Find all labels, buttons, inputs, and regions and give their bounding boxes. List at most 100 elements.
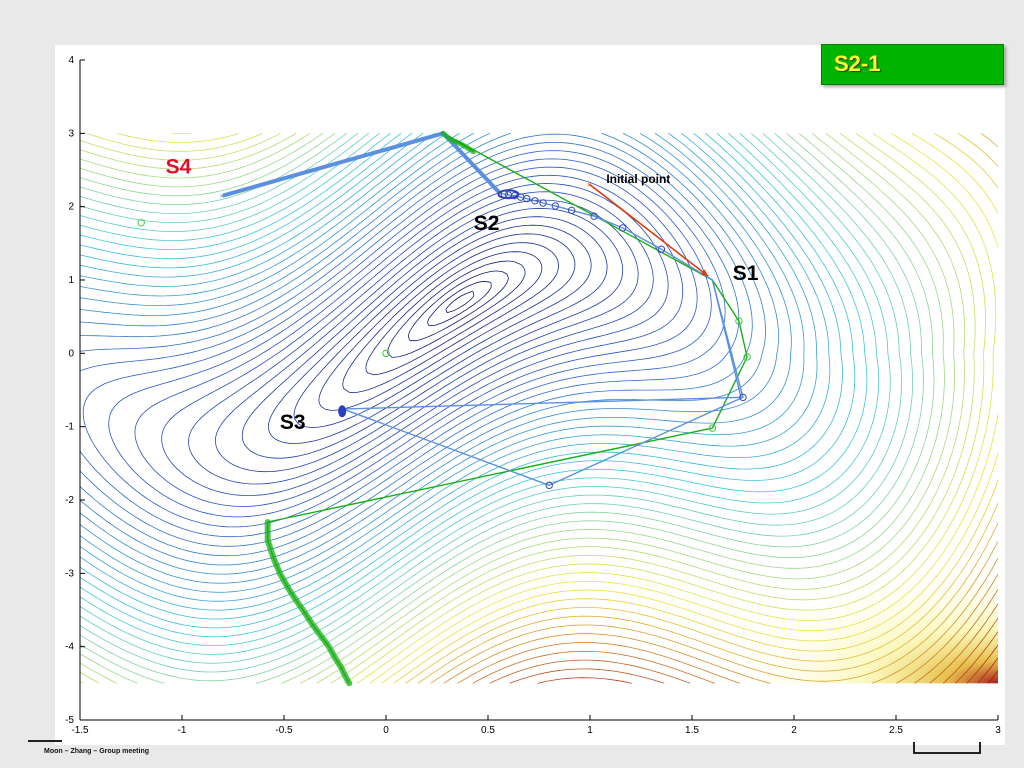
contour-line	[509, 617, 998, 684]
slide-badge-label: S2-1	[834, 51, 881, 76]
green-iteration-band	[264, 519, 353, 687]
contour-lines	[80, 132, 998, 684]
contour-line	[80, 132, 779, 575]
blue-marker	[500, 190, 509, 198]
blue-marker	[739, 393, 747, 402]
contour-line	[80, 132, 966, 684]
y-tick-label: 0	[68, 348, 74, 359]
footer-text: Moon – Zhang – Group meeting	[44, 748, 149, 755]
green-marker	[743, 353, 751, 361]
green-marker	[735, 317, 743, 325]
contour-line	[171, 132, 998, 684]
contour-line	[430, 541, 998, 684]
contour-line	[407, 270, 509, 342]
contour-line	[80, 132, 935, 684]
x-tick-label: -0.5	[275, 725, 293, 736]
y-tick-label: 1	[68, 275, 74, 286]
figure-panel: -1.5 -1 -0.5 0 0.5 1 1.5 2 2.5 3 -5 -4 -3 -2 -1 0 1 2 3 4 ×…	[55, 45, 1005, 745]
slide-badge: S2-1	[821, 44, 1004, 85]
contour-line	[977, 657, 998, 684]
annotation-label: S4	[166, 156, 192, 179]
contour-line	[241, 207, 624, 459]
y-tick-label: -4	[65, 642, 74, 653]
contour-line	[80, 132, 831, 611]
contour-line	[445, 291, 475, 314]
contour-line	[489, 603, 998, 684]
contour-line	[80, 132, 818, 602]
contour-line	[80, 132, 891, 655]
contour-line	[80, 142, 740, 547]
contour-line	[381, 132, 998, 684]
annotation-layer: Initial point S1 S2 S3 S4	[166, 156, 759, 434]
contour-line	[161, 183, 669, 496]
blue-cluster-s3	[338, 405, 347, 418]
x-tick-label: 3	[995, 725, 1001, 736]
contour-line	[80, 150, 726, 538]
y-tick-label: -2	[65, 495, 74, 506]
navigation-bracket	[913, 742, 981, 754]
contour-line	[537, 631, 998, 684]
blue-marker	[545, 481, 553, 490]
contour-line	[134, 174, 684, 507]
contour-line	[80, 132, 902, 664]
contour-line	[80, 132, 856, 629]
contour-line	[82, 158, 712, 528]
contour-line	[293, 224, 592, 428]
x-tick-label: -1	[178, 725, 187, 736]
contour-line	[417, 132, 998, 684]
x-tick-label: 0	[383, 725, 389, 736]
blue-marker	[567, 206, 576, 215]
footer-divider	[28, 740, 62, 742]
y-tick-label: 4	[68, 55, 74, 66]
contour-line	[318, 233, 576, 411]
contour-line	[116, 132, 997, 684]
y-tick-label: -5	[65, 715, 74, 726]
x-tick-label: 1	[587, 725, 593, 736]
x-tick-label: 2.5	[889, 725, 903, 736]
contour-line	[342, 242, 559, 393]
path-blue	[500, 192, 713, 281]
blue-marker	[504, 191, 513, 199]
contour-line	[80, 132, 945, 684]
contour-line	[80, 132, 955, 684]
end-cross: ×	[220, 192, 225, 201]
start-cross: ×	[587, 181, 592, 190]
contour-line	[457, 573, 998, 684]
contour-line	[268, 216, 608, 444]
y-tick-label: 2	[68, 202, 74, 213]
blue-marker	[590, 212, 598, 220]
contour-line	[108, 166, 698, 518]
contour-line	[80, 132, 924, 682]
contour-line	[365, 251, 543, 376]
contour-line	[80, 132, 868, 638]
y-tick-label: 3	[68, 128, 74, 139]
path-arrow	[589, 184, 709, 277]
y-tick-label: -3	[65, 568, 74, 579]
axes: -1.5 -1 -0.5 0 0.5 1 1.5 2 2.5 3 -5 -4 -3 -2 -1 0 1 2 3 4	[65, 55, 1001, 736]
contour-line	[987, 670, 998, 684]
green-marker	[708, 424, 717, 432]
contour-chart: -1.5 -1 -0.5 0 0.5 1 1.5 2 2.5 3 -5 -4 -3 -2 -1 0 1 2 3 4 ×…	[65, 55, 1001, 736]
annotation-label: S1	[733, 262, 759, 285]
y-tick-label: -1	[65, 422, 74, 433]
x-tick-label: 0.5	[481, 725, 495, 736]
x-tick-label: 1.5	[685, 725, 699, 736]
contour-line	[80, 132, 805, 593]
contour-line	[80, 132, 913, 673]
blue-marker	[618, 224, 627, 232]
green-marker	[137, 219, 145, 227]
contour-line	[472, 589, 998, 684]
x-tick-label: -1.5	[71, 725, 89, 736]
annotation-label: S2	[474, 212, 500, 235]
series-layer: ××	[137, 130, 751, 687]
x-tick-label: 2	[791, 725, 797, 736]
contour-line	[427, 280, 492, 326]
contour-line	[80, 132, 792, 584]
green-iteration-band-top	[440, 130, 477, 155]
arrow-head	[700, 269, 709, 277]
blue-marker	[657, 245, 666, 253]
blue-marker	[539, 199, 547, 207]
contour-line	[188, 191, 654, 485]
annotation-label: S3	[280, 411, 306, 434]
contour-line	[80, 132, 976, 684]
